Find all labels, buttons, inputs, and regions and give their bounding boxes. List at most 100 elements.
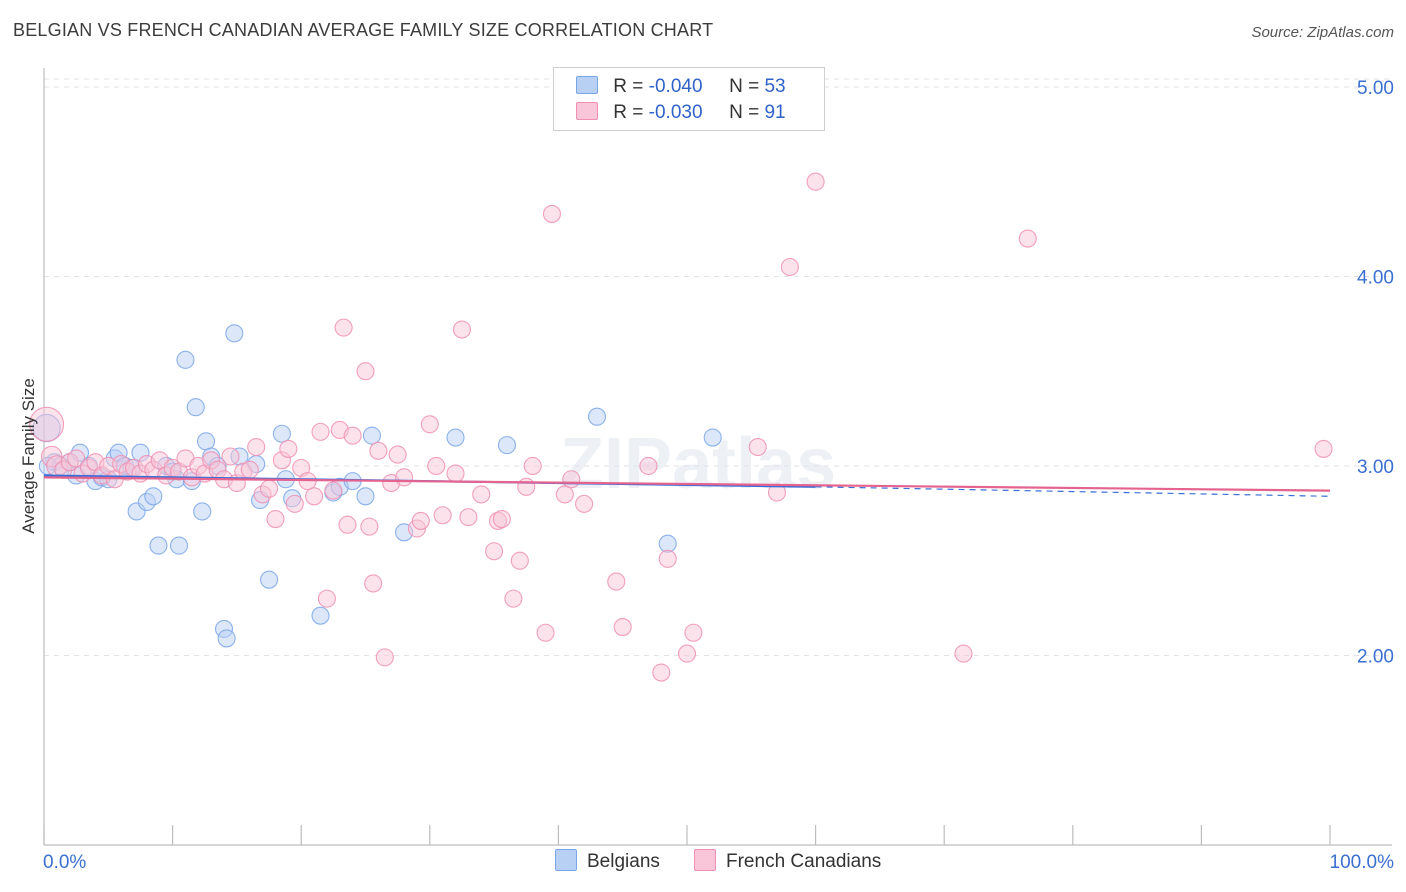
french_canadians-point xyxy=(240,460,259,479)
belgians-point xyxy=(587,407,607,426)
french_canadians-point xyxy=(305,487,324,506)
belgians-swatch xyxy=(576,75,598,94)
french_canadians-point xyxy=(1018,229,1037,248)
y-tick-label: 2.00 xyxy=(1357,646,1394,667)
french_canadians-point xyxy=(247,437,266,457)
french_canadians-point xyxy=(472,485,491,504)
french_canadians-point xyxy=(1314,439,1333,458)
bottom-legend-belgians: Belgians xyxy=(555,849,660,873)
french_canadians-point xyxy=(285,494,304,513)
french_canadians-point xyxy=(29,406,65,442)
french-canadians-swatch xyxy=(576,101,598,120)
bottom-legend-french-canadians: French Canadians xyxy=(694,849,882,873)
french_canadians-point xyxy=(375,648,394,667)
source-label: Source: ZipAtlas.com xyxy=(1251,24,1394,41)
y-tick-label: 4.00 xyxy=(1357,267,1394,288)
french_canadians-point xyxy=(523,456,542,476)
belgians-point xyxy=(217,629,236,648)
belgians-point xyxy=(186,398,205,417)
belgians-point xyxy=(356,487,375,506)
legend-n-label: N = xyxy=(729,102,765,123)
french_canadians-point xyxy=(369,441,388,460)
french_canadians-point xyxy=(364,574,383,593)
french_canadians-point xyxy=(388,445,407,464)
belgians-point xyxy=(196,432,216,451)
legend-row-french-canadians: R = -0.030 N = 91 xyxy=(576,101,786,126)
french_canadians-point xyxy=(395,468,414,487)
french_canadians-trend-line xyxy=(43,476,1331,492)
french_canadians-point xyxy=(221,447,240,466)
french_canadians-point xyxy=(607,572,626,591)
french_canadians-point xyxy=(780,257,799,277)
belgians-point xyxy=(259,570,279,589)
french_canadians-point xyxy=(420,415,439,434)
belgians-point xyxy=(311,606,330,625)
french-canadians-legend-label: French Canadians xyxy=(726,851,882,873)
belgians-point xyxy=(176,350,195,369)
french_canadians-point xyxy=(555,485,574,504)
french_canadians-point xyxy=(317,589,336,608)
legend-r-label: R = xyxy=(613,76,649,97)
legend-r-label: R = xyxy=(613,102,649,123)
belgians-legend-label: Belgians xyxy=(587,851,660,873)
french_canadians-point xyxy=(536,623,555,642)
french-canadians-legend-swatch xyxy=(694,849,716,871)
legend-r-value: -0.030 xyxy=(648,102,703,123)
french_canadians-point xyxy=(748,437,767,457)
belgians-legend-swatch xyxy=(555,849,577,871)
x-axis-min-label: 0.0% xyxy=(43,852,87,873)
french_canadians-point xyxy=(652,663,671,682)
french_canadians-point xyxy=(338,515,357,534)
correlation-legend: R = -0.040 N = 53 R = -0.030 N = 91 xyxy=(553,67,825,131)
x-axis-max-label: 100.0% xyxy=(1329,852,1394,873)
legend-row-belgians: R = -0.040 N = 53 xyxy=(576,75,786,100)
belgians-point xyxy=(703,428,722,447)
belgians-trend-extension xyxy=(815,486,1331,497)
belgians-point xyxy=(658,534,677,553)
french_canadians-point xyxy=(542,204,562,223)
belgians-point xyxy=(169,536,189,555)
french_canadians-point xyxy=(446,464,465,483)
french_canadians-point xyxy=(343,426,362,445)
belgians-point xyxy=(446,428,465,447)
belgians-point xyxy=(149,536,168,555)
french_canadians-point xyxy=(311,422,330,441)
y-tick-label: 5.00 xyxy=(1357,78,1394,99)
legend-n-value: 91 xyxy=(764,102,786,123)
chart-title: BELGIAN VS FRENCH CANADIAN AVERAGE FAMIL… xyxy=(13,20,714,40)
french_canadians-point xyxy=(459,508,478,527)
french_canadians-point xyxy=(492,509,511,529)
french_canadians-point xyxy=(266,509,285,529)
french_canadians-point xyxy=(356,362,375,381)
grid-lines xyxy=(44,78,1392,656)
french_canadians-point xyxy=(639,456,658,476)
french_canadians-point xyxy=(954,644,973,663)
french_canadians-point xyxy=(677,644,697,663)
french_canadians-point xyxy=(510,551,529,570)
french_canadians-point xyxy=(806,172,825,191)
french_canadians-point xyxy=(562,470,581,489)
y-axis-title: Average Family Size xyxy=(19,378,38,534)
french_canadians-point xyxy=(67,449,86,468)
french_canadians-point xyxy=(411,511,430,530)
french_canadians-point xyxy=(658,549,677,568)
french_canadians-point xyxy=(517,477,536,496)
french_canadians-point xyxy=(279,439,298,458)
french_canadians-point xyxy=(684,623,703,642)
french_canadians-point xyxy=(504,589,523,608)
french_canadians-point xyxy=(433,506,452,525)
french_canadians-point xyxy=(259,479,279,498)
french_canadians-point xyxy=(575,494,594,513)
belgians-point xyxy=(225,324,244,343)
french_canadians-point xyxy=(485,542,504,561)
belgians-point xyxy=(193,502,212,521)
belgians-point xyxy=(362,426,381,445)
watermark: ZIPatlas xyxy=(560,424,836,504)
y-tick-label: 3.00 xyxy=(1357,457,1394,478)
belgians-point xyxy=(272,424,291,443)
french_canadians-point xyxy=(324,481,343,500)
french_canadians-point xyxy=(427,456,446,476)
belgians-point xyxy=(144,487,163,506)
belgians-point xyxy=(497,436,517,455)
french_canadians-point xyxy=(360,517,379,536)
